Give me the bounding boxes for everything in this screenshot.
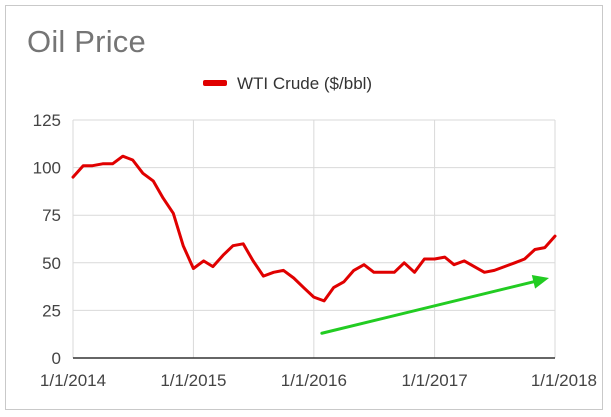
- y-tick-label: 125: [33, 111, 61, 130]
- legend-label: WTI Crude ($/bbl): [237, 74, 372, 93]
- chart-frame: [5, 5, 603, 410]
- trend-arrow-head: [531, 275, 549, 289]
- trend-arrow-shaft: [320, 280, 535, 335]
- axis-layer: 0 25 50 75 100 125 1/1/2014 1/1/2015 1/1/2016 1/1…: [33, 111, 597, 390]
- annotation-layer: [320, 275, 549, 335]
- x-tick-label: 1/1/2016: [281, 371, 347, 390]
- y-tick-label: 100: [33, 159, 61, 178]
- y-tick-label: 0: [52, 349, 61, 368]
- y-tick-label: 25: [42, 301, 61, 320]
- x-tick-label: 1/1/2014: [40, 371, 106, 390]
- series-line-wti-crude: [71, 154, 557, 303]
- series-layer: [71, 154, 557, 303]
- x-tick-label: 1/1/2015: [160, 371, 226, 390]
- y-tick-label: 50: [42, 254, 61, 273]
- x-tick-label: 1/1/2017: [401, 371, 467, 390]
- legend: WTI Crude ($/bbl): [203, 74, 372, 93]
- y-tick-label: 75: [42, 206, 61, 225]
- grid-layer: [72, 119, 556, 358]
- x-tick-label: 1/1/2018: [531, 371, 597, 390]
- chart-title: Oil Price: [27, 24, 146, 59]
- legend-swatch: [203, 80, 227, 86]
